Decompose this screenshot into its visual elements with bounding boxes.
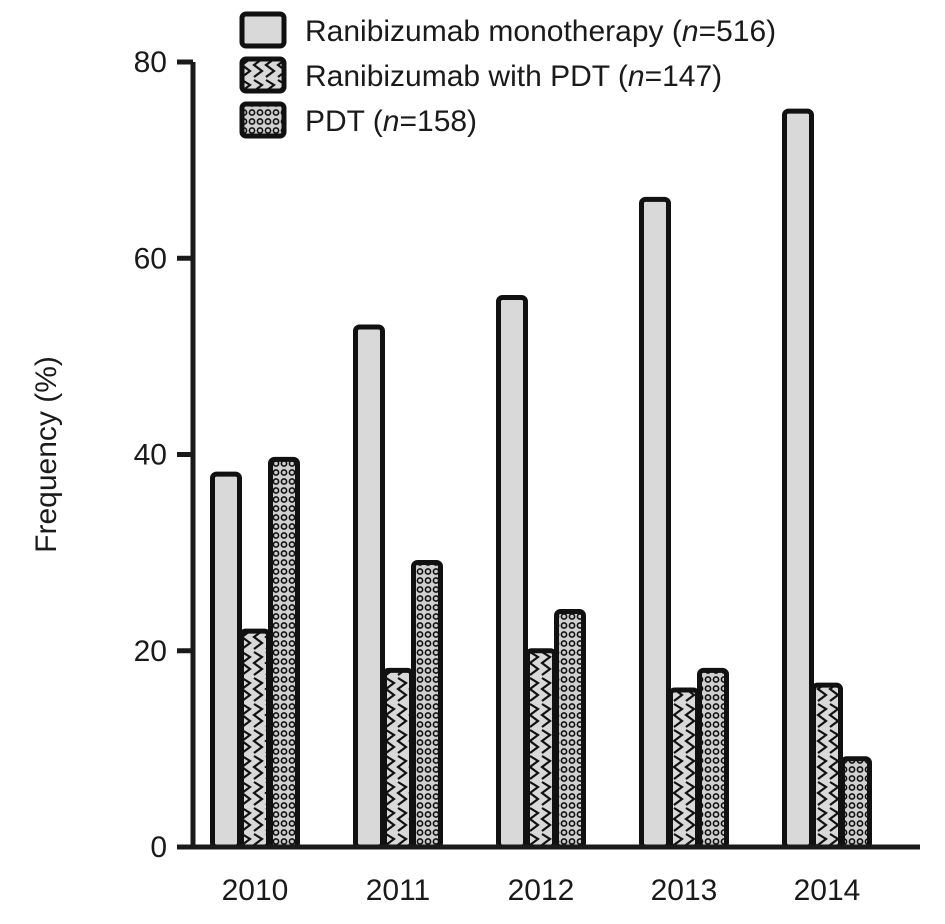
bar-pdt-2014	[840, 756, 872, 850]
legend-item: PDT (n=158)	[239, 101, 477, 139]
legend-swatch	[239, 101, 287, 139]
x-categories: 2010 2011 2012 2013 2014	[222, 874, 861, 907]
bars-group	[210, 108, 872, 850]
y-tick-label: 20	[134, 635, 167, 668]
legend-label: Ranibizumab with PDT (n=147)	[305, 60, 722, 93]
y-tick-label: 80	[134, 46, 167, 79]
legend-swatch	[239, 56, 287, 94]
legend-label: Ranibizumab monotherapy (n=516)	[305, 15, 776, 48]
bar-ranibizumab-with-pdt-2010	[239, 628, 271, 850]
y-axis-title: Frequency (%)	[30, 356, 63, 553]
legend-label: PDT (n=158)	[305, 105, 477, 138]
legend-series-name: PDT	[305, 105, 365, 138]
bar-ranibizumab-monotherapy-2011	[353, 324, 385, 850]
legend-n-label: n	[628, 60, 645, 93]
bar-pdt-2013	[697, 667, 729, 850]
x-category-label: 2012	[508, 874, 575, 907]
legend-n-value: =158)	[399, 105, 477, 138]
y-tick-label: 40	[134, 439, 167, 472]
legend-swatch	[239, 11, 287, 49]
bar-ranibizumab-with-pdt-2011	[382, 667, 414, 850]
x-category-label: 2014	[794, 874, 861, 907]
y-tick-label: 60	[134, 242, 167, 275]
y-ticks: 0 20 40 60 80	[134, 46, 193, 864]
legend-series-name: Ranibizumab with PDT	[305, 60, 610, 93]
legend: Ranibizumab monotherapy (n=516)Ranibizum…	[239, 11, 776, 139]
legend-n-value: =147)	[645, 60, 723, 93]
bar-pdt-2010	[268, 456, 300, 850]
bar-ranibizumab-monotherapy-2010	[210, 471, 242, 850]
legend-n-label: n	[383, 105, 400, 138]
bar-pdt-2011	[411, 559, 443, 850]
bar-ranibizumab-with-pdt-2013	[668, 687, 700, 850]
legend-series-name: Ranibizumab monotherapy	[305, 15, 664, 48]
bar-ranibizumab-monotherapy-2012	[496, 295, 528, 850]
legend-item: Ranibizumab with PDT (n=147)	[239, 56, 722, 94]
bar-ranibizumab-with-pdt-2012	[525, 648, 557, 850]
bar-ranibizumab-with-pdt-2014	[811, 682, 843, 850]
legend-n-value: =516)	[699, 15, 777, 48]
legend-n-label: n	[682, 15, 699, 48]
bar-pdt-2012	[554, 609, 586, 850]
x-category-label: 2010	[222, 874, 289, 907]
y-tick-label: 0	[150, 831, 167, 864]
bar-ranibizumab-monotherapy-2013	[639, 196, 671, 850]
x-category-label: 2013	[651, 874, 718, 907]
legend-item: Ranibizumab monotherapy (n=516)	[239, 11, 776, 49]
x-category-label: 2011	[366, 874, 431, 907]
bar-ranibizumab-monotherapy-2014	[782, 108, 814, 850]
